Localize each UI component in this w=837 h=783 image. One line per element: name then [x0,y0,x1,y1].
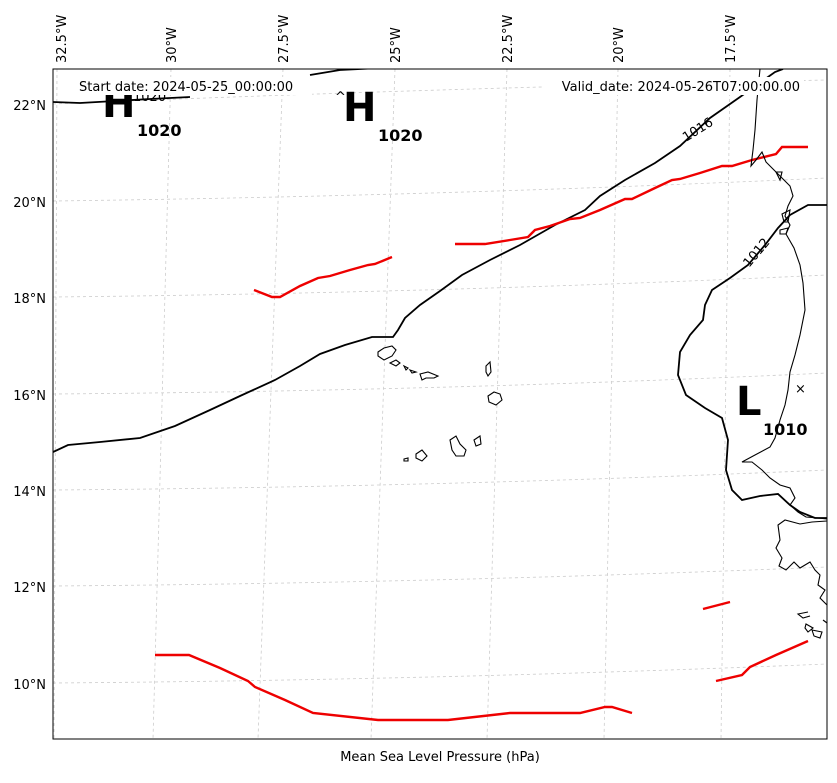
parallel-22n [53,79,827,105]
meridian-17-5w [720,69,731,739]
valid-date-background [542,77,804,95]
island-santo-antao [377,345,397,361]
isobar-1020-north [309,69,379,76]
senegal-guinea-coastline [775,519,827,639]
lat-label-12n: 12°N [13,581,46,596]
island-maio [473,435,482,447]
front-segment-2 [455,145,808,246]
high-center-2-letter: H [343,85,376,131]
map-frame [52,68,828,740]
latitude-labels: 22°N 20°N 18°N 16°N 14°N 12°N 10°N [13,99,46,693]
low-center-letter: L [736,379,762,425]
meridian-20w [603,69,619,739]
graticule [53,69,827,739]
parallel-14n [53,469,827,491]
meridian-22-5w [486,69,508,739]
lon-label-30w: 30°W [165,27,180,63]
island-sao-vicente [388,359,401,367]
low-center-value: 1010 [763,420,808,439]
map-caption: Mean Sea Level Pressure (hPa) [340,750,540,765]
front-segment-5 [155,653,633,722]
high-center-1-value: 1020 [137,121,182,140]
lon-label-25w: 25°W [389,27,404,63]
lat-label-14n: 14°N [13,485,46,500]
island-boa-vista [487,391,503,406]
lon-label-20w: 20°W [612,27,627,63]
parallel-18n [53,274,827,298]
meridian-32-5w [53,69,58,739]
isobar-1012 [677,204,827,519]
front-segment-4 [715,639,809,683]
meridian-27-5w [257,69,284,739]
lat-label-10n: 10°N [13,678,46,693]
pressure-centers: H 1020 ^ H 1020 L 1010 × [102,81,808,439]
lon-label-27-5w: 27.5°W [277,15,292,63]
isobar-1016 [53,69,784,453]
lat-label-16n: 16°N [13,389,46,404]
low-center-marker-icon: × [795,382,806,397]
parallel-10n [53,663,827,684]
parallel-20n [53,177,827,202]
isobar-1020-west [53,96,191,104]
start-date-background [76,77,312,95]
isobars [53,69,827,519]
lat-label-20n: 20°N [13,196,46,211]
island-fogo [415,449,428,462]
island-brava [403,457,409,462]
lon-label-17-5w: 17.5°W [724,15,739,63]
front-segment-1 [253,255,393,299]
canary-islands [775,171,791,235]
high-center-2-marker: ^ [335,90,346,105]
start-date-label: Start date: 2024-05-25_00:00:00 [79,80,293,95]
longitude-labels: 32.5°W 30°W 27.5°W 25°W 22.5°W 20°W 17.5… [55,15,739,63]
meridian-25w [370,69,396,739]
front-segment-3 [702,600,731,611]
lat-label-22n: 22°N [13,99,46,114]
valid-date-label: Valid_date: 2024-05-26T07:00:00.00 [562,80,800,95]
fronts [155,145,809,722]
africa-coastline [741,69,827,520]
lon-label-22-5w: 22.5°W [501,15,516,63]
lon-label-32-5w: 32.5°W [55,15,70,63]
coastline [741,69,827,639]
meridian-30w [152,69,172,739]
island-sao-nicolau [408,368,440,381]
high-center-2-value: 1020 [378,126,423,145]
island-santa-luzia [402,364,409,371]
cape-verde-islands [377,345,503,462]
parallel-16n [53,372,827,395]
parallel-12n [53,566,827,587]
lat-label-18n: 18°N [13,292,46,307]
island-santiago [449,435,467,457]
island-sal [485,360,492,378]
